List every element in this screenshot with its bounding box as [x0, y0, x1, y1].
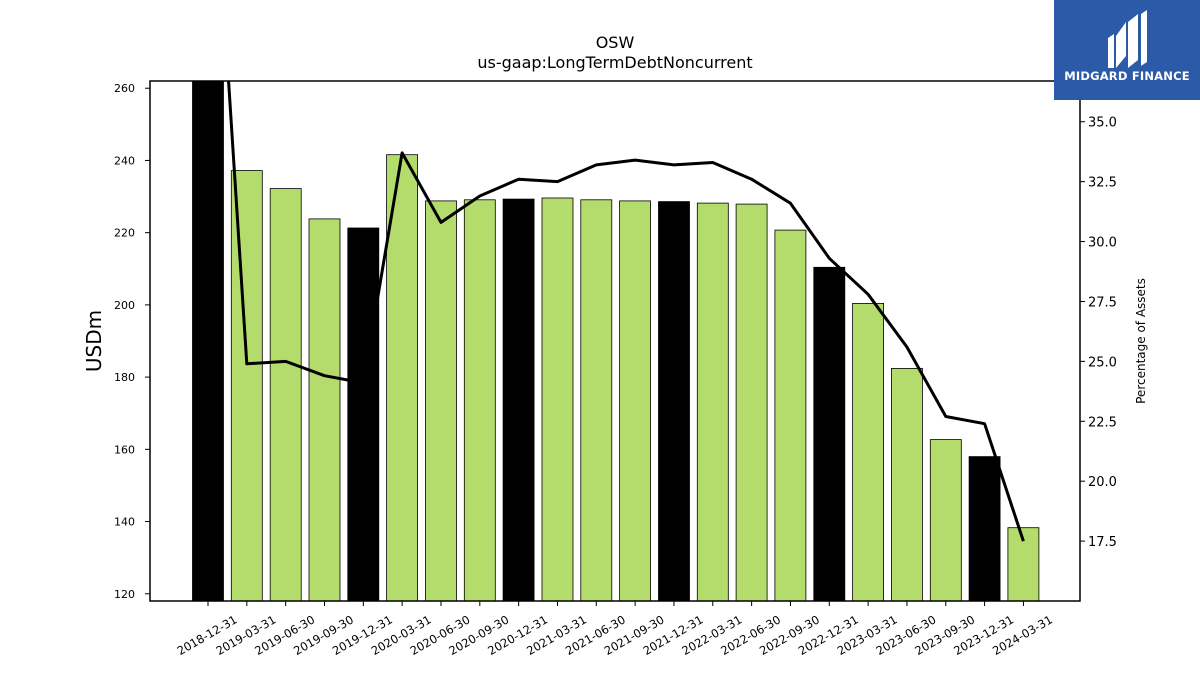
chart-subtitle: us-gaap:LongTermDebtNoncurrent	[477, 53, 752, 72]
y2-tick-label: 35.0	[1088, 116, 1117, 131]
bar	[230, 170, 263, 601]
bar	[425, 200, 457, 601]
bar	[813, 266, 846, 601]
bar	[968, 456, 1001, 601]
bar	[541, 197, 574, 601]
bar	[891, 367, 923, 601]
bar	[580, 199, 613, 601]
bar	[386, 154, 419, 601]
y-tick-label: 140	[114, 516, 135, 529]
bar	[192, 81, 224, 601]
logo-text: MIDGARD FINANCE	[1064, 69, 1190, 83]
y2-tick-label: 32.5	[1088, 176, 1117, 191]
y-tick-label: 160	[114, 443, 135, 456]
bar	[502, 198, 535, 601]
y-tick-label: 180	[114, 371, 135, 384]
y2-tick-label: 25.0	[1088, 355, 1117, 370]
bar	[852, 302, 884, 601]
bar	[463, 199, 496, 601]
percentage-line	[227, 81, 1025, 542]
bars-group	[192, 81, 1040, 601]
y2-tick-label: 27.5	[1088, 295, 1117, 310]
y2-axis-label: Percentage of Assets	[1134, 278, 1148, 404]
plot-frame	[149, 80, 1081, 602]
bar	[696, 202, 729, 601]
bar	[774, 229, 807, 601]
axes-group: 120 140 160 180 200 220 240 260 17.5 20.0 22.5 25.0…	[114, 80, 1117, 658]
y2-tick-label: 22.5	[1088, 415, 1117, 430]
y2-tick-label: 17.5	[1088, 535, 1117, 550]
bar	[929, 439, 962, 601]
chart-title: OSW	[596, 33, 635, 52]
bar	[347, 227, 380, 601]
y2-tick-label: 30.0	[1088, 236, 1117, 251]
bar	[308, 218, 341, 601]
bar	[658, 201, 690, 601]
line-group	[227, 81, 1025, 542]
bar	[619, 200, 651, 601]
y-axis-label: USDm	[82, 310, 106, 372]
y-tick-label: 120	[114, 588, 135, 601]
y-tick-label: 200	[114, 299, 135, 312]
y-tick-label: 240	[114, 154, 135, 167]
y-tick-label: 220	[114, 227, 135, 240]
logo-icon	[1108, 10, 1147, 68]
y-tick-label: 260	[114, 82, 135, 95]
y2-tick-label: 20.0	[1088, 475, 1117, 490]
midgard-finance-logo: MIDGARD FINANCE	[1054, 0, 1200, 100]
bar	[269, 188, 302, 601]
bar	[735, 203, 768, 601]
